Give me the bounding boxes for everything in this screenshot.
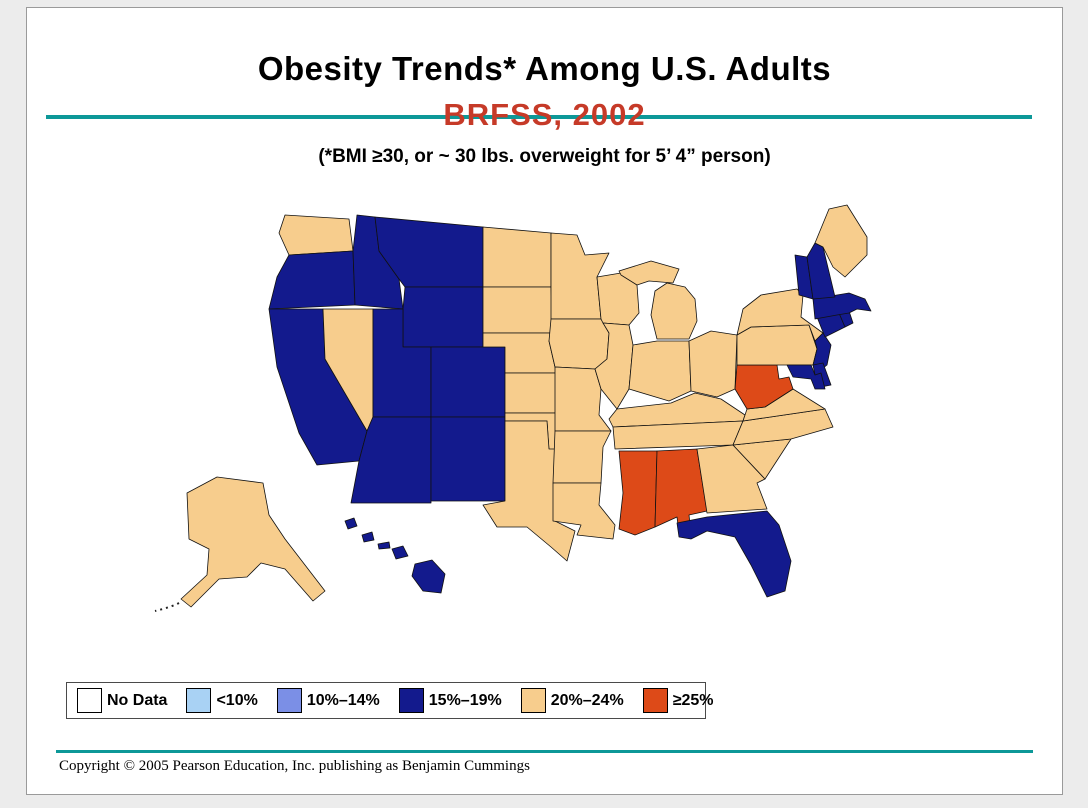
state-KS [504, 372, 560, 414]
state-MA [812, 292, 872, 320]
legend-swatch-20-24 [520, 688, 546, 713]
state-NY [736, 288, 824, 342]
aleutian-islands-dots [154, 602, 180, 612]
us-choropleth-map [151, 193, 891, 618]
state-ME [814, 204, 868, 278]
slide-title: Obesity Trends* Among U.S. Adults [257, 50, 832, 87]
state-IA [548, 318, 610, 370]
state-MD [786, 364, 826, 390]
bmi-definition-note: (*BMI ≥30, or ~ 30 lbs. overweight for 5… [318, 146, 771, 167]
legend-item-20-24: 20%–24% [520, 688, 624, 713]
legend-item-lt10: <10% [186, 688, 258, 713]
legend-swatch-ge25 [642, 688, 668, 713]
state-OR [268, 250, 356, 310]
state-IL [594, 322, 634, 410]
legend-swatch-lt10 [186, 688, 212, 713]
state-CO [430, 346, 506, 418]
state-WY [402, 286, 484, 348]
state-TX [482, 420, 576, 562]
legend-item-no-data: No Data [77, 688, 167, 713]
state-NM [430, 416, 506, 502]
state-IN [628, 340, 692, 402]
legend-label: No Data [107, 691, 168, 709]
state-ND [482, 226, 552, 288]
legend-label: 15%–19% [428, 691, 502, 709]
legend-swatch-no-data [77, 688, 102, 713]
state-MS [618, 450, 658, 536]
slide: Obesity Trends* Among U.S. Adults BRFSS,… [26, 7, 1063, 795]
legend-label: 10%–14% [306, 691, 380, 709]
state-LA [552, 482, 616, 540]
legend-item-15-19: 15%–19% [398, 688, 502, 713]
legend-item-10-14: 10%–14% [276, 688, 380, 713]
state-HI [344, 517, 446, 594]
state-MI [618, 260, 698, 340]
legend-swatch-15-19 [398, 688, 424, 713]
slide-subtitle: BRFSS, 2002 [443, 97, 646, 132]
state-AR [552, 430, 612, 484]
state-WA [278, 214, 354, 256]
state-SD [482, 286, 554, 334]
state-FL [676, 510, 792, 598]
legend-swatch-10-14 [276, 688, 302, 713]
footer-divider-line [56, 750, 1033, 753]
state-WV [734, 364, 794, 410]
map-legend: No Data <10% 10%–14% 15%–19% 20%–24% ≥25… [66, 682, 714, 719]
copyright-footer: Copyright © 2005 Pearson Education, Inc.… [59, 758, 530, 774]
state-PA [736, 324, 818, 366]
title-divider-line [46, 115, 1032, 119]
legend-item-ge25: ≥25% [642, 688, 714, 713]
state-NH [806, 242, 836, 300]
legend-label: ≥25% [672, 691, 714, 709]
legend-label: 20%–24% [550, 691, 624, 709]
legend-label: <10% [216, 691, 258, 709]
state-AK [180, 476, 326, 608]
state-OH [688, 330, 738, 398]
